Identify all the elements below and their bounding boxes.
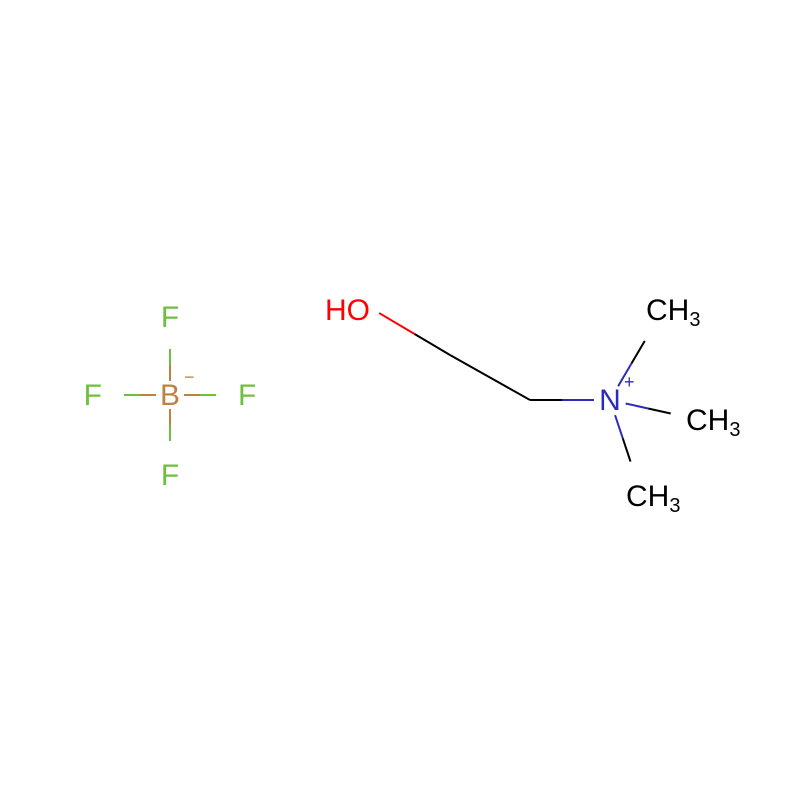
bond-o-c	[415, 334, 450, 355]
methyl-label: CH3	[646, 294, 700, 331]
boron-atom: B	[160, 379, 180, 412]
bond-n-c	[623, 438, 631, 461]
hydroxyl-label: HO	[325, 294, 370, 327]
bond-n-c	[648, 408, 671, 413]
nitrogen-atom: N	[599, 384, 621, 417]
fluorine-atom: F	[161, 301, 179, 334]
fluorine-atom: F	[238, 379, 256, 412]
bond-o-c	[379, 313, 414, 334]
methyl-label: CH3	[626, 480, 680, 517]
fluorine-atom: F	[161, 459, 179, 492]
bond-n-c	[626, 403, 649, 408]
boron-charge: −	[184, 367, 195, 387]
bond-c-c	[450, 355, 530, 400]
methyl-label: CH3	[686, 404, 740, 441]
fluorine-atom: F	[84, 379, 102, 412]
bond-n-c	[615, 415, 623, 438]
bond-n-c	[631, 341, 644, 364]
